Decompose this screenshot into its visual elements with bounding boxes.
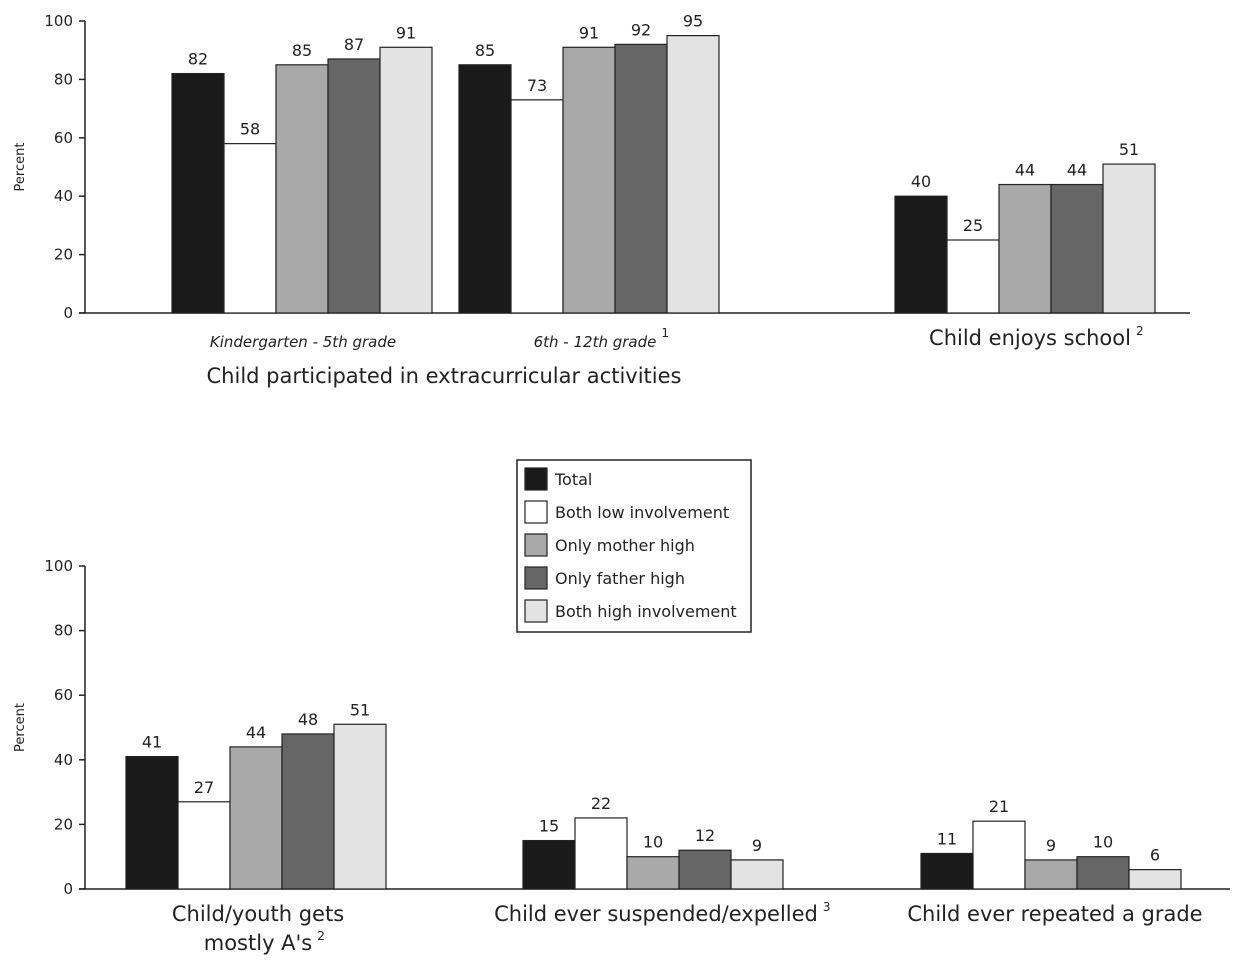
legend-item-label: Only father high bbox=[555, 569, 685, 588]
legend-swatch bbox=[524, 533, 548, 557]
bar bbox=[666, 34, 720, 314]
bar bbox=[522, 839, 576, 890]
y-axis-label: Percent bbox=[13, 143, 28, 192]
bar bbox=[1128, 869, 1182, 890]
data-label: 48 bbox=[298, 710, 318, 729]
y-tick-label: 40 bbox=[54, 187, 73, 205]
footnote-marker: 1 bbox=[661, 326, 669, 340]
data-label: 92 bbox=[631, 20, 651, 39]
data-label: 27 bbox=[194, 778, 214, 797]
bar bbox=[920, 852, 974, 890]
data-label: 9 bbox=[752, 836, 762, 855]
bar bbox=[333, 723, 387, 890]
bar bbox=[177, 801, 231, 890]
bar bbox=[171, 72, 225, 314]
y-tick-label: 100 bbox=[44, 12, 73, 30]
data-label: 25 bbox=[963, 216, 983, 235]
bar bbox=[626, 856, 680, 890]
bar bbox=[379, 46, 433, 314]
bar bbox=[946, 239, 1000, 314]
legend-swatch bbox=[524, 599, 548, 623]
data-label: 91 bbox=[579, 23, 599, 42]
data-label: 10 bbox=[1093, 833, 1113, 852]
bar bbox=[1024, 859, 1078, 890]
bar bbox=[998, 183, 1052, 314]
data-label: 87 bbox=[344, 35, 364, 54]
data-label: 41 bbox=[142, 733, 162, 752]
category-label: Child enjoys school bbox=[929, 326, 1131, 350]
category-label: Child ever repeated a grade bbox=[907, 902, 1202, 926]
legend-item-label: Only mother high bbox=[555, 536, 695, 555]
bar bbox=[229, 746, 283, 890]
bar bbox=[678, 849, 732, 890]
y-tick-label: 60 bbox=[54, 686, 73, 704]
data-label: 44 bbox=[1015, 161, 1035, 180]
data-label: 6 bbox=[1150, 846, 1160, 865]
data-label: 91 bbox=[396, 23, 416, 42]
y-tick-label: 60 bbox=[54, 129, 73, 147]
bar bbox=[730, 859, 784, 890]
legend-swatch bbox=[524, 500, 548, 524]
category-label: Child/youth gets bbox=[172, 902, 344, 926]
data-label: 44 bbox=[1067, 161, 1087, 180]
data-label: 22 bbox=[591, 794, 611, 813]
data-label: 85 bbox=[292, 41, 312, 60]
bar bbox=[327, 58, 381, 314]
legend-swatch bbox=[524, 566, 548, 590]
bar bbox=[972, 820, 1026, 890]
data-label: 51 bbox=[350, 700, 370, 719]
data-label: 21 bbox=[989, 797, 1009, 816]
legend-item-label: Total bbox=[554, 470, 592, 489]
group-title: Child participated in extracurricular ac… bbox=[207, 364, 682, 388]
y-tick-label: 20 bbox=[54, 246, 73, 264]
footnote-marker: 2 bbox=[1136, 324, 1144, 338]
bar bbox=[223, 143, 277, 314]
bar bbox=[562, 46, 616, 314]
bar bbox=[510, 99, 564, 314]
data-label: 85 bbox=[475, 41, 495, 60]
category-label: Child ever suspended/expelled bbox=[494, 902, 818, 926]
bar bbox=[275, 64, 329, 314]
category-label-line2: mostly A's bbox=[204, 931, 313, 955]
data-label: 15 bbox=[539, 817, 559, 836]
bar bbox=[1076, 856, 1130, 890]
bar bbox=[614, 43, 668, 314]
category-label: 6th - 12th grade bbox=[534, 333, 657, 351]
y-tick-label: 0 bbox=[63, 880, 73, 898]
y-tick-label: 20 bbox=[54, 815, 73, 833]
data-label: 82 bbox=[188, 50, 208, 69]
legend-swatch bbox=[524, 467, 548, 491]
data-label: 9 bbox=[1046, 836, 1056, 855]
data-label: 44 bbox=[246, 723, 266, 742]
bar bbox=[574, 817, 628, 890]
y-tick-label: 40 bbox=[54, 751, 73, 769]
data-label: 58 bbox=[240, 120, 260, 139]
bar bbox=[458, 64, 512, 314]
data-label: 95 bbox=[683, 12, 703, 31]
y-axis-label: Percent bbox=[13, 703, 28, 752]
bar bbox=[1050, 183, 1104, 314]
footnote-marker: 2 bbox=[317, 929, 325, 943]
bar bbox=[281, 733, 335, 890]
legend-item-label: Both low involvement bbox=[555, 503, 729, 522]
bar bbox=[894, 195, 948, 314]
y-tick-label: 0 bbox=[63, 304, 73, 322]
y-tick-label: 100 bbox=[44, 557, 73, 575]
legend-box bbox=[516, 459, 752, 633]
data-label: 11 bbox=[937, 829, 957, 848]
bar bbox=[125, 755, 179, 890]
y-tick-label: 80 bbox=[54, 70, 73, 88]
data-label: 40 bbox=[911, 172, 931, 191]
footnote-marker: 3 bbox=[823, 900, 831, 914]
data-label: 10 bbox=[643, 833, 663, 852]
legend-item-label: Both high involvement bbox=[555, 602, 737, 621]
bar bbox=[1102, 163, 1156, 314]
y-tick-label: 80 bbox=[54, 622, 73, 640]
category-label: Kindergarten - 5th grade bbox=[210, 333, 396, 351]
data-label: 73 bbox=[527, 76, 547, 95]
data-label: 12 bbox=[695, 826, 715, 845]
data-label: 51 bbox=[1119, 140, 1139, 159]
